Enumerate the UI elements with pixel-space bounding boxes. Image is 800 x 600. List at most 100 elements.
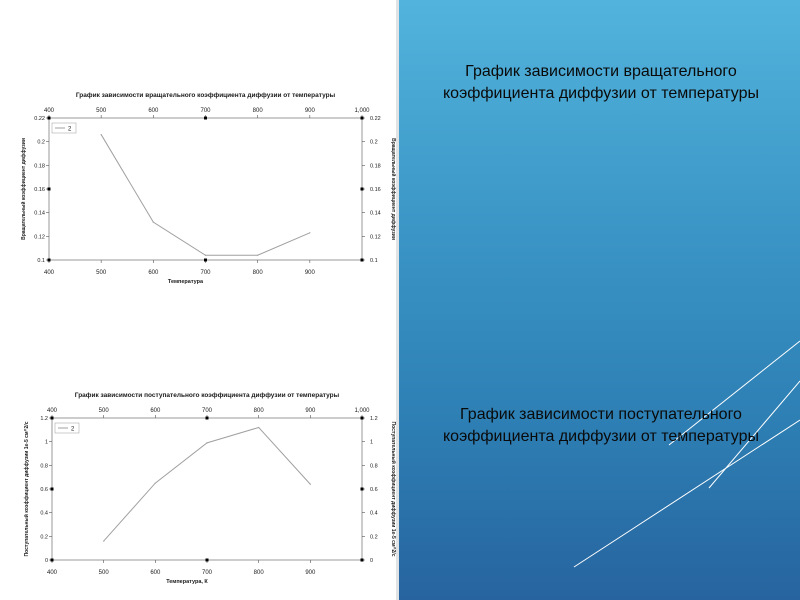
chart2-x-tick-label: 400: [47, 570, 58, 576]
chart2-x-tick-label: 700: [202, 570, 213, 576]
chart1-x-tick-label: 600: [148, 270, 159, 276]
chart1-y-right-tick-label: 0.12: [370, 234, 381, 240]
chart2-title: График зависимости поступательного коэфф…: [75, 392, 340, 399]
deco-line: [573, 419, 800, 568]
chart1-marker: [360, 187, 364, 191]
chart2-y-tick-label: 0: [45, 558, 48, 564]
deco-line: [668, 340, 800, 446]
chart1-data-point: [204, 254, 207, 256]
chart1-y-tick-label: 0.12: [34, 234, 45, 240]
chart1-x-tick-label: 500: [96, 270, 107, 276]
chart1-x-tick-label: 400: [44, 270, 55, 276]
chart2-x-top-tick-label: 800: [254, 408, 265, 414]
chart2-marker: [205, 558, 209, 562]
chart2-y-right-tick-label: 0.8: [370, 463, 378, 469]
chart1-x-top-tick-label: 700: [200, 108, 211, 114]
chart2-y-right-axis-label: Поступательный коэффициент диффузии 1е-5…: [390, 422, 396, 557]
decorative-lines: [573, 340, 800, 568]
chart2-marker: [50, 558, 54, 562]
chart2-y-right-tick-label: 0.4: [370, 511, 378, 517]
chart1-data-point: [309, 232, 311, 234]
chart2-y-right-tick-label: 1.2: [370, 416, 378, 422]
chart2-y-tick-label: 0.6: [40, 487, 48, 493]
chart1-x-top-tick-label: 1,000: [354, 108, 370, 114]
chart1-plot-frame: [48, 117, 363, 261]
chart2-x-top-tick-label: 900: [305, 408, 316, 414]
chart1-marker: [360, 258, 364, 262]
chart2-data-point: [309, 483, 311, 485]
chart1-y-right-tick-label: 0.18: [370, 163, 381, 169]
chart1-marker: [47, 187, 51, 191]
chart1-y-tick-label: 0.2: [37, 140, 45, 146]
chart2-y-tick-label: 1: [45, 440, 48, 446]
deco-line: [708, 380, 800, 489]
chart2-marker: [50, 416, 54, 420]
chart2-x-top-tick-label: 600: [150, 408, 161, 414]
chart2-marker: [205, 416, 209, 420]
chart2-y-tick-label: 0.4: [40, 511, 48, 517]
chart1-y-right-tick-label: 0.1: [370, 258, 378, 264]
chart2-marker: [50, 487, 54, 491]
chart1-x-top-tick-label: 800: [253, 108, 264, 114]
chart1-y-tick-label: 0.1: [37, 258, 45, 264]
chart1-x-tick-label: 900: [305, 270, 316, 276]
chart2-x-top-tick-label: 500: [99, 408, 110, 414]
chart2-legend-label: 2: [71, 427, 75, 433]
chart1-data-point: [100, 133, 102, 136]
chart2-y-tick-label: 1.2: [40, 416, 48, 422]
chart2-x-top-tick-label: 400: [47, 408, 58, 414]
chart1-x-axis-label: Температура: [168, 279, 204, 285]
chart1-title: График зависимости вращательного коэффиц…: [76, 92, 336, 99]
chart2-y-right-tick-label: 0.2: [370, 534, 378, 540]
chart2-marker: [360, 416, 364, 420]
caption-translational: График зависимости поступательного коэфф…: [442, 406, 759, 445]
chart1-x-tick-label: 800: [253, 270, 264, 276]
chart2-y-tick-label: 0.2: [40, 534, 48, 540]
chart2-x-top-tick-label: 1,000: [354, 408, 370, 414]
chart1-y-right-tick-label: 0.14: [370, 211, 381, 217]
chart2-y-right-tick-label: 1: [370, 440, 373, 446]
chart2-y-axis-label: Поступательный коэффициент диффузии 1е-5…: [23, 421, 30, 556]
caption-panel: График зависимости вращательного коэффиц…: [399, 0, 800, 600]
chart2-x-axis-label: Температура, К: [166, 579, 208, 585]
chart2-data-point: [258, 426, 260, 429]
chart1-y-tick-label: 0.14: [34, 211, 45, 217]
chart1-marker: [204, 258, 207, 262]
chart2-y-right-tick-label: 0.6: [370, 487, 378, 493]
chart1-y-right-tick-label: 0.16: [370, 187, 381, 193]
chart1-marker: [47, 258, 51, 262]
chart1-y-axis-label: Вращательный коэффициент диффузии: [20, 138, 27, 240]
chart1-y-tick-label: 0.18: [34, 163, 45, 169]
chart2-data-point: [103, 540, 105, 542]
chart1-marker: [204, 116, 207, 120]
chart1-x-top-tick-label: 900: [305, 108, 316, 114]
chart1-data-point: [257, 254, 259, 256]
chart2-x-tick-label: 500: [99, 570, 110, 576]
chart1-legend-label: 2: [68, 127, 72, 133]
chart1-y-tick-label: 0.16: [34, 187, 45, 193]
chart2-x-top-tick-label: 700: [202, 408, 213, 414]
chart1-data-point: [152, 221, 154, 223]
chart1-marker: [47, 116, 51, 120]
charts-area: График зависимости вращательного коэффиц…: [20, 92, 396, 585]
chart1-x-top-tick-label: 400: [44, 108, 55, 114]
chart2-x-tick-label: 900: [305, 570, 316, 576]
caption-rotational: График зависимости вращательного коэффиц…: [442, 63, 759, 102]
chart1-x-top-tick-label: 500: [96, 108, 107, 114]
chart1-marker: [360, 116, 364, 120]
chart2-x-tick-label: 600: [150, 570, 161, 576]
chart2-x-tick-label: 800: [254, 570, 265, 576]
chart1-x-top-tick-label: 600: [148, 108, 159, 114]
chart2-data-point: [154, 482, 156, 484]
chart2-plot-frame: [51, 417, 363, 561]
chart2-marker: [360, 558, 364, 562]
chart2-data-point: [206, 442, 208, 444]
chart1-x-tick-label: 700: [200, 270, 211, 276]
chart2-y-tick-label: 0.8: [40, 463, 48, 469]
chart1-y-tick-label: 0.22: [34, 116, 45, 122]
chart2-marker: [360, 487, 364, 491]
panel-divider: [396, 0, 399, 600]
chart1-y-right-axis-label: Вращательный коэффициент диффузии: [390, 138, 396, 240]
chart1-y-right-tick-label: 0.22: [370, 116, 381, 122]
chart1-y-right-tick-label: 0.2: [370, 140, 378, 146]
